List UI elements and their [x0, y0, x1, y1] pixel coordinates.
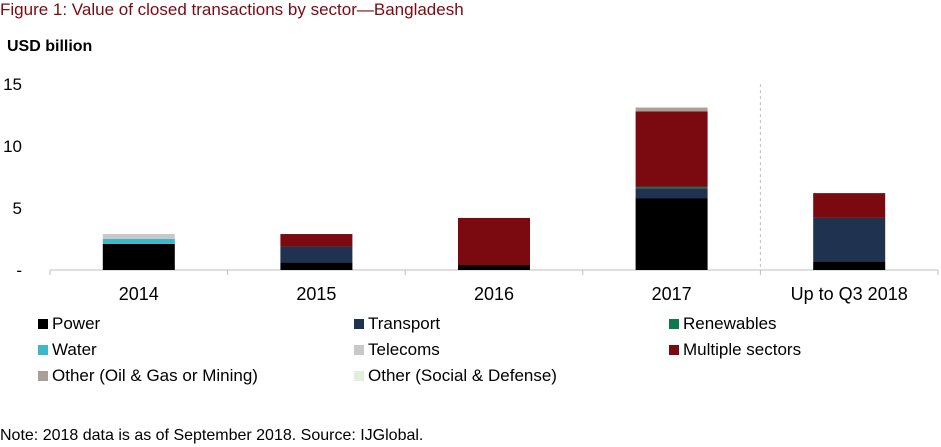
chart-note: Note: 2018 data is as of September 2018.…	[0, 427, 424, 444]
chart-title: Figure 1: Value of closed transactions b…	[0, 0, 464, 19]
bar-segment-power	[458, 265, 530, 270]
legend-swatch	[669, 345, 679, 355]
x-category-label: Up to Q3 2018	[791, 284, 908, 304]
y-axis-unit-label: USD billion	[7, 38, 93, 55]
x-category-label: 2015	[296, 284, 336, 304]
bar-segment-transport	[813, 217, 886, 262]
bar-segment-renewables	[635, 186, 708, 189]
legend-label: Water	[52, 340, 97, 359]
legend-item: Power	[38, 314, 100, 334]
bar-segment-multiple-sectors	[813, 193, 886, 218]
bar-segment-power	[280, 262, 353, 270]
x-category-label: 2014	[119, 284, 159, 304]
legend-swatch	[354, 345, 364, 355]
bar-segment-power	[813, 261, 886, 270]
bar-segment-transport	[280, 246, 353, 263]
bar-segment-multiple-sectors	[635, 111, 708, 187]
legend-item: Multiple sectors	[669, 340, 801, 360]
bar-segment-multiple-sectors	[280, 234, 353, 247]
y-tick-label: 5	[13, 199, 22, 218]
legend-item: Transport	[354, 314, 440, 334]
bar-segment-telecoms	[102, 234, 175, 239]
legend-item: Telecoms	[354, 340, 440, 360]
legend-label: Other (Social & Defense)	[368, 366, 557, 385]
bar-segment-power	[102, 243, 175, 270]
legend-swatch	[669, 319, 679, 329]
legend-swatch	[38, 345, 48, 355]
legend-label: Renewables	[683, 314, 777, 333]
x-category-label: 2016	[474, 284, 514, 304]
legend-label: Telecoms	[368, 340, 440, 359]
legend-label: Other (Oil & Gas or Mining)	[52, 366, 258, 385]
x-category-label: 2017	[652, 284, 692, 304]
legend-swatch	[354, 319, 364, 329]
y-tick-label: 15	[3, 75, 22, 94]
bar-segment-multiple-sectors	[458, 217, 530, 266]
legend-item: Other (Oil & Gas or Mining)	[38, 366, 258, 386]
bar-segment-power	[635, 198, 708, 270]
bar-segment-transport	[635, 188, 708, 199]
bar-segment-water	[102, 239, 175, 244]
legend-swatch	[38, 371, 48, 381]
y-tick-label: -	[16, 261, 22, 280]
legend-label: Power	[52, 314, 101, 333]
legend-swatch	[38, 319, 48, 329]
legend-swatch	[354, 371, 364, 381]
legend-item: Water	[38, 340, 97, 360]
legend-item: Renewables	[669, 314, 777, 334]
legend-label: Transport	[368, 314, 441, 333]
legend-item: Other (Social & Defense)	[354, 366, 557, 386]
bar-segment-other-oil-gas-or-mining	[635, 107, 708, 112]
y-tick-label: 10	[3, 137, 22, 156]
legend-label: Multiple sectors	[683, 340, 802, 359]
stacked-bar-chart: - 5 10 15 2014 2015 2016 2017 Up to Q3 2018	[3, 75, 939, 304]
